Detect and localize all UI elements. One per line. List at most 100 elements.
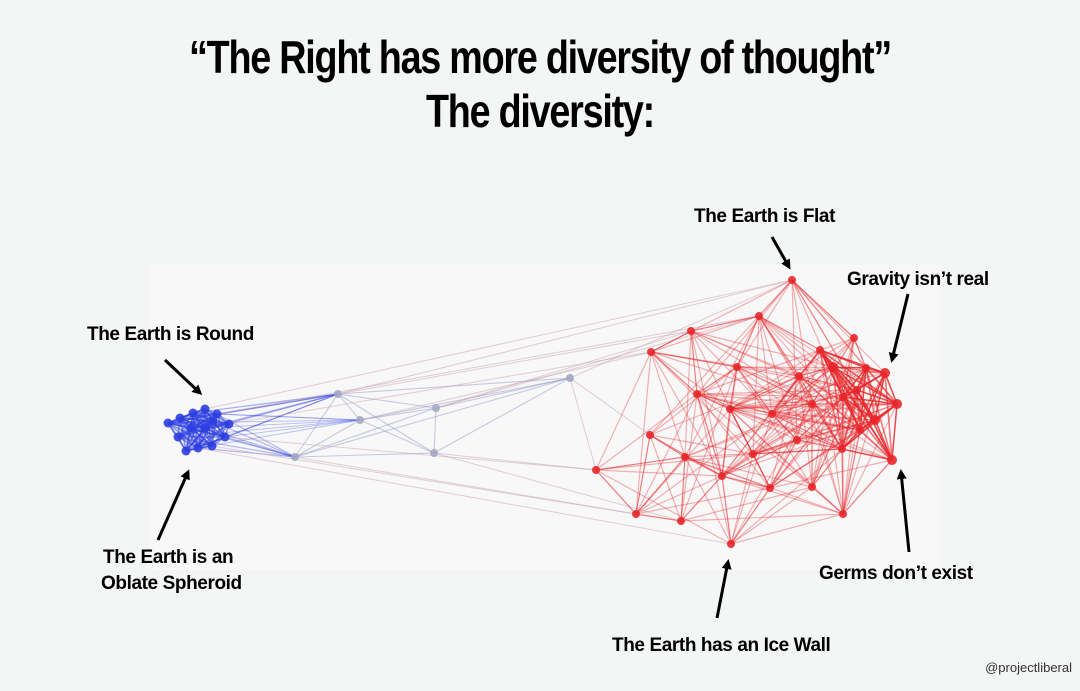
graph-node (200, 404, 210, 414)
graph-edge (680, 475, 723, 522)
graph-edge (696, 393, 844, 398)
graph-edge (819, 349, 844, 515)
graph-edge (190, 413, 218, 429)
graph-edge (819, 349, 861, 431)
graph-edge (177, 419, 361, 438)
graph-edge (177, 412, 194, 438)
graph-edge (842, 389, 858, 515)
graph-edge (359, 419, 435, 454)
graph-edge (841, 429, 861, 450)
graph-edge (595, 453, 754, 471)
graph-edge (649, 366, 738, 436)
annotation-arrows (156, 236, 911, 619)
graph-node (808, 483, 816, 491)
graph-edge (796, 403, 898, 441)
graph-edge (684, 396, 844, 458)
graph-edge (791, 279, 867, 369)
graph-node (856, 426, 864, 434)
graph-edge (729, 349, 821, 410)
graph-node (681, 453, 689, 461)
graph-edge (884, 372, 898, 405)
graph-edge (337, 330, 692, 395)
title-line-2: The diversity: (425, 85, 655, 137)
graph-edge (433, 377, 571, 454)
graph-edge (595, 393, 698, 471)
graph-edge (721, 408, 731, 477)
graph-edge (842, 403, 898, 515)
graph-edge (690, 330, 834, 368)
graph-edge (842, 429, 861, 515)
graph-edge (752, 389, 858, 455)
graph-edge (595, 469, 732, 545)
graph-node (432, 404, 440, 412)
graph-edge (721, 475, 771, 489)
graph-edge (769, 459, 893, 489)
graph-edge (635, 413, 773, 515)
graph-edge (684, 456, 771, 489)
graph-edge (294, 419, 361, 458)
graph-node (862, 364, 870, 372)
graph-node (186, 423, 196, 433)
graph-node (291, 453, 299, 461)
graph-edge (690, 330, 813, 405)
graph-edge (842, 372, 886, 515)
graph-edge (771, 367, 867, 415)
graph-edge (730, 487, 771, 545)
graph-edge (684, 456, 813, 488)
graph-edge (690, 315, 760, 332)
graph-edge (224, 419, 361, 438)
graph-edge (294, 377, 571, 458)
graph-edge (690, 330, 844, 398)
graph-edge (819, 349, 843, 450)
graph-node (887, 455, 897, 465)
graph-edge (167, 393, 339, 424)
graph-edge (684, 330, 692, 458)
graph-edge (791, 279, 855, 339)
graph-node (733, 363, 741, 371)
graph-edge (729, 375, 800, 410)
graph-edge (435, 377, 571, 409)
graph-edge (771, 349, 821, 415)
graph-edge (650, 351, 738, 368)
graph-edge (433, 407, 437, 454)
graph-edge (696, 366, 738, 395)
label-oblate-line-2: Oblate Spheroid (101, 573, 242, 594)
graph-edge (791, 279, 798, 441)
graph-edge (811, 403, 844, 515)
graph-edge (853, 337, 867, 369)
graph-edge (798, 366, 834, 377)
graph-node (356, 416, 364, 424)
graph-edge (811, 366, 834, 488)
graph-edge (635, 475, 723, 515)
graph-node (212, 409, 222, 419)
watermark: @projectliberal (985, 660, 1072, 675)
graph-edge (635, 456, 686, 515)
graph-edge (758, 315, 821, 351)
graph-node (224, 419, 234, 429)
graph-edge (842, 459, 893, 515)
label-germs: Germs don’t exist (819, 563, 973, 584)
graph-edge (811, 448, 843, 488)
graph-edge (650, 351, 754, 455)
graph-node (677, 517, 685, 525)
graph-edge (435, 315, 760, 409)
graph-edge (730, 453, 754, 545)
graph-node (718, 472, 726, 480)
graph-edge (684, 456, 732, 545)
graph-edge (216, 315, 760, 415)
graph-node (880, 368, 890, 378)
graph-edge (696, 393, 813, 488)
graph-node (207, 441, 217, 451)
graph-node (163, 418, 173, 428)
graph-edge (684, 403, 813, 458)
arrow-germs (896, 469, 911, 553)
graph-node (334, 390, 342, 398)
graph-node (766, 484, 774, 492)
label-oblate-spheroid: The Earth is an Oblate Spheroid (101, 545, 242, 597)
graph-edge (696, 393, 723, 477)
graph-edge (730, 448, 843, 545)
graph-edge (721, 419, 876, 477)
graph-edge (177, 436, 296, 458)
graph-edge (569, 377, 597, 471)
graph-edge (696, 393, 773, 415)
